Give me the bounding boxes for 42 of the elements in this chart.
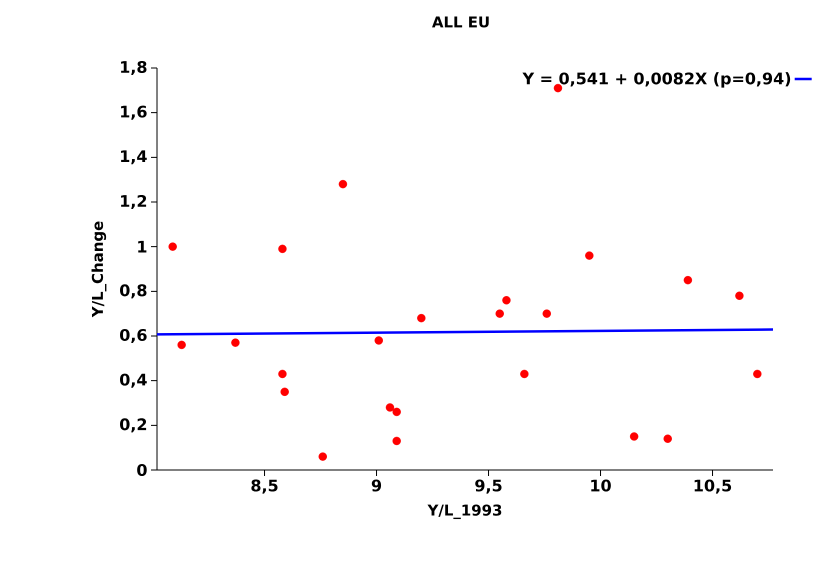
- point: [338, 180, 348, 188]
- point: [496, 309, 504, 318]
- y-tick-label: 0,8: [120, 284, 146, 298]
- point: [542, 309, 551, 318]
- point: [231, 338, 240, 347]
- y-tick-label: 1,8: [121, 60, 146, 76]
- point: [280, 388, 289, 396]
- x-tick-label: 9,5: [475, 480, 502, 494]
- chart-title: ALL EU: [432, 16, 489, 28]
- point: [585, 251, 594, 260]
- y-axis-title: Y/L_Change: [92, 221, 106, 318]
- point: [520, 370, 529, 378]
- point: [374, 336, 383, 345]
- point: [278, 370, 287, 378]
- point: [168, 242, 177, 251]
- y-tick-label: 1,2: [121, 194, 146, 210]
- point: [386, 403, 394, 412]
- point: [664, 434, 672, 443]
- y-tick-label: 0: [137, 464, 147, 476]
- y-tick-label: 0,4: [120, 374, 147, 388]
- point: [753, 370, 762, 378]
- point: [417, 314, 426, 322]
- x-tick-label: 8,5: [251, 480, 278, 494]
- x-tick-label: 9: [372, 480, 382, 492]
- x-axis-title: Y/L_1993: [427, 504, 502, 520]
- point: [502, 296, 511, 304]
- y-tick-label: 0,6: [120, 328, 147, 344]
- point: [318, 452, 327, 461]
- y-tick-label: 1: [138, 240, 146, 252]
- y-tick-label: 1,6: [121, 106, 147, 120]
- point: [392, 436, 401, 446]
- x-tick-label: 10: [591, 480, 611, 492]
- point: [278, 244, 287, 254]
- y-tick-label: 1,4: [121, 150, 147, 164]
- y-tick-label: 0,2: [120, 418, 146, 432]
- legend-label: Y = 0,541 + 0,0082X (p=0,94): [522, 72, 790, 88]
- x-tick-label: 10,5: [694, 480, 732, 494]
- point: [392, 408, 401, 416]
- point: [177, 340, 186, 350]
- point: [630, 432, 638, 441]
- point: [684, 276, 692, 284]
- point: [735, 292, 744, 300]
